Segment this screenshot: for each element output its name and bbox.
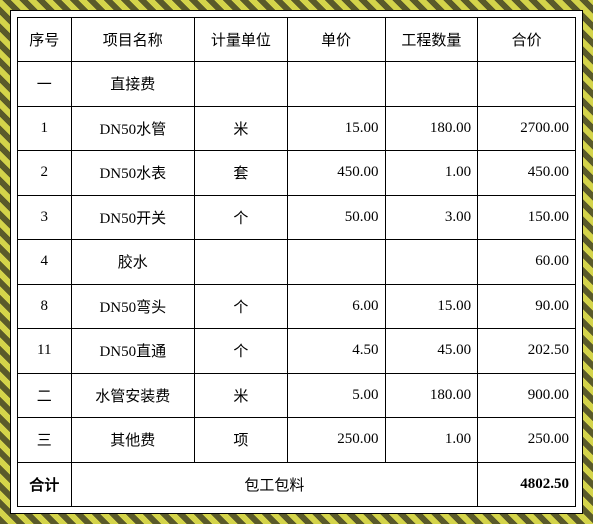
table-footer-row: 合计 包工包料 4802.50 — [18, 462, 576, 507]
table-row: 1 DN50水管 米 15.00 180.00 2700.00 — [18, 106, 576, 151]
cell-seq: 11 — [18, 329, 72, 374]
cell-price: 15.00 — [287, 106, 385, 151]
table-row: 一 直接费 — [18, 62, 576, 107]
col-price: 单价 — [287, 18, 385, 62]
cell-total: 60.00 — [478, 240, 576, 285]
cell-price — [287, 62, 385, 107]
cell-unit: 米 — [195, 373, 288, 418]
cell-seq: 8 — [18, 284, 72, 329]
cell-total: 90.00 — [478, 284, 576, 329]
cell-name: DN50弯头 — [71, 284, 195, 329]
cell-seq: 1 — [18, 106, 72, 151]
table-row: 3 DN50开关 个 50.00 3.00 150.00 — [18, 195, 576, 240]
cell-qty: 1.00 — [385, 418, 478, 463]
cell-qty: 15.00 — [385, 284, 478, 329]
col-seq: 序号 — [18, 18, 72, 62]
cell-total: 250.00 — [478, 418, 576, 463]
cell-unit — [195, 240, 288, 285]
cell-name: 水管安装费 — [71, 373, 195, 418]
cell-qty — [385, 62, 478, 107]
cell-unit: 个 — [195, 284, 288, 329]
cell-total: 900.00 — [478, 373, 576, 418]
footer-label: 合计 — [18, 462, 72, 507]
col-qty: 工程数量 — [385, 18, 478, 62]
cell-total — [478, 62, 576, 107]
footer-total: 4802.50 — [478, 462, 576, 507]
cell-price: 50.00 — [287, 195, 385, 240]
table-container: 序号 项目名称 计量单位 单价 工程数量 合价 一 直接费 — [10, 10, 583, 514]
hazard-border-frame: 序号 项目名称 计量单位 单价 工程数量 合价 一 直接费 — [0, 0, 593, 524]
cell-unit: 个 — [195, 329, 288, 374]
table-row: 2 DN50水表 套 450.00 1.00 450.00 — [18, 151, 576, 196]
cell-total: 202.50 — [478, 329, 576, 374]
cell-seq: 二 — [18, 373, 72, 418]
table-row: 4 胶水 60.00 — [18, 240, 576, 285]
cell-seq: 2 — [18, 151, 72, 196]
cell-qty: 180.00 — [385, 106, 478, 151]
cell-qty — [385, 240, 478, 285]
cell-total: 150.00 — [478, 195, 576, 240]
table-row: 11 DN50直通 个 4.50 45.00 202.50 — [18, 329, 576, 374]
col-total: 合价 — [478, 18, 576, 62]
cell-unit: 套 — [195, 151, 288, 196]
table-body: 一 直接费 1 DN50水管 米 15.00 180.00 2700.00 2 — [18, 62, 576, 507]
cell-total: 450.00 — [478, 151, 576, 196]
col-name: 项目名称 — [71, 18, 195, 62]
cell-unit: 项 — [195, 418, 288, 463]
table-row: 8 DN50弯头 个 6.00 15.00 90.00 — [18, 284, 576, 329]
col-unit: 计量单位 — [195, 18, 288, 62]
cell-qty: 180.00 — [385, 373, 478, 418]
cell-name: DN50开关 — [71, 195, 195, 240]
table-row: 三 其他费 项 250.00 1.00 250.00 — [18, 418, 576, 463]
table-row: 二 水管安装费 米 5.00 180.00 900.00 — [18, 373, 576, 418]
cell-seq: 三 — [18, 418, 72, 463]
cell-seq: 4 — [18, 240, 72, 285]
cell-price: 250.00 — [287, 418, 385, 463]
cell-name: DN50直通 — [71, 329, 195, 374]
cell-qty: 1.00 — [385, 151, 478, 196]
cell-seq: 一 — [18, 62, 72, 107]
cell-unit: 米 — [195, 106, 288, 151]
footer-note: 包工包料 — [71, 462, 478, 507]
cell-price — [287, 240, 385, 285]
cell-unit — [195, 62, 288, 107]
table-header-row: 序号 项目名称 计量单位 单价 工程数量 合价 — [18, 18, 576, 62]
cell-qty: 45.00 — [385, 329, 478, 374]
cell-price: 450.00 — [287, 151, 385, 196]
cell-name: DN50水表 — [71, 151, 195, 196]
cell-price: 5.00 — [287, 373, 385, 418]
cell-name: 直接费 — [71, 62, 195, 107]
cell-name: 其他费 — [71, 418, 195, 463]
cell-unit: 个 — [195, 195, 288, 240]
cell-total: 2700.00 — [478, 106, 576, 151]
cell-price: 6.00 — [287, 284, 385, 329]
cost-table: 序号 项目名称 计量单位 单价 工程数量 合价 一 直接费 — [17, 17, 576, 507]
cell-name: DN50水管 — [71, 106, 195, 151]
cell-name: 胶水 — [71, 240, 195, 285]
cell-price: 4.50 — [287, 329, 385, 374]
cell-seq: 3 — [18, 195, 72, 240]
cell-qty: 3.00 — [385, 195, 478, 240]
